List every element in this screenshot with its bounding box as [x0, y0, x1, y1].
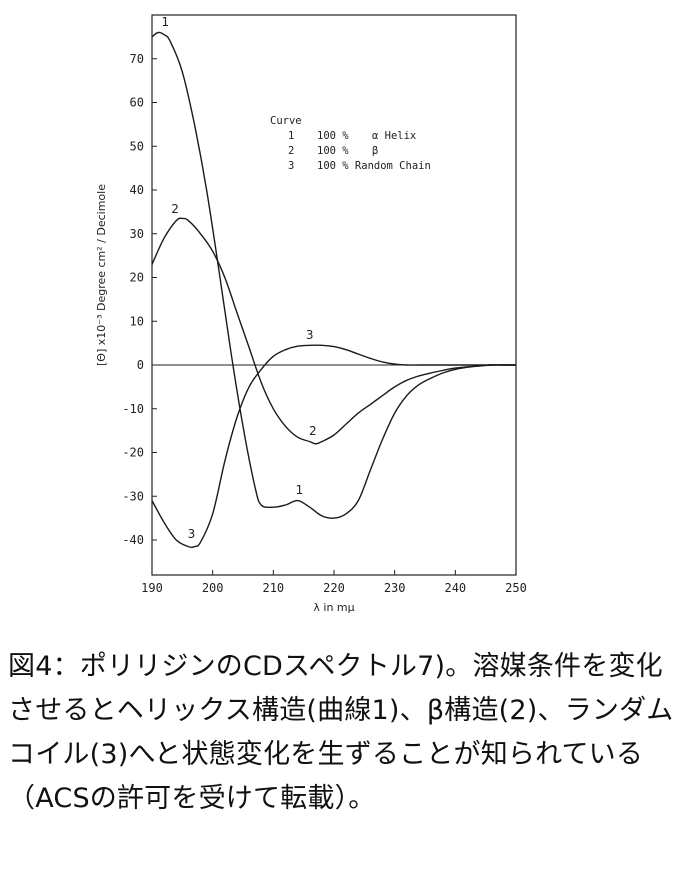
x-tick-label: 220 — [323, 581, 345, 595]
legend-entry-2-pct: 100 % — [317, 145, 349, 157]
legend: Curve 1 100 % α Helix 2 100 % β 3 100 % … — [270, 115, 431, 172]
figure-caption: 図4：ポリリジンのCDスペクトル7)。溶媒条件を変化させるとヘリックス構造(曲線… — [8, 651, 674, 814]
y-axis: 70 60 50 40 30 20 10 0 -10 -20 -30 -40 — [122, 52, 157, 547]
y-tick-label: -30 — [122, 489, 144, 503]
x-tick-label: 210 — [262, 581, 284, 595]
y-tick-label: 0 — [137, 358, 144, 372]
legend-entry-1-pct: 100 % — [317, 130, 349, 142]
x-axis-label: λ in mμ — [313, 601, 354, 614]
legend-entry-2-label: β — [372, 145, 378, 157]
legend-entry-2-num: 2 — [288, 145, 294, 157]
y-tick-label: -10 — [122, 402, 144, 416]
y-tick-label: 20 — [130, 271, 144, 285]
y-tick-label: -20 — [122, 446, 144, 460]
curve-label-2: 2 — [171, 202, 179, 216]
x-tick-label: 200 — [202, 581, 224, 595]
x-tick-label: 240 — [444, 581, 466, 595]
y-tick-label: 70 — [130, 52, 144, 66]
curve-labels: 1 2 3 1 2 3 — [162, 15, 317, 541]
curve-label-3: 3 — [188, 527, 196, 541]
y-tick-label: -40 — [122, 533, 144, 547]
y-tick-label: 50 — [130, 139, 144, 153]
legend-title: Curve — [270, 115, 302, 127]
curve-label-1: 1 — [296, 483, 304, 497]
curve-1-line — [151, 31, 516, 519]
curve-label-1: 1 — [162, 15, 170, 29]
cd-spectrum-chart: 190 200 210 220 230 240 250 70 60 50 40 30 20 10 0 -10… — [95, 14, 527, 614]
x-axis: 190 200 210 220 230 240 250 — [141, 570, 527, 595]
curve-label-3: 3 — [306, 328, 314, 342]
y-tick-label: 40 — [130, 183, 144, 197]
y-axis-label: [Θ] x10⁻³ Degree cm² / Decimole — [95, 184, 108, 366]
y-tick-label: 10 — [130, 314, 144, 328]
y-tick-label: 30 — [130, 227, 144, 241]
curve-3-line — [151, 344, 516, 548]
curve-2-line — [151, 217, 516, 445]
legend-entry-3-pct: 100 % Random Chain — [317, 160, 431, 172]
x-tick-label: 250 — [505, 581, 527, 595]
legend-entry-3-num: 3 — [288, 160, 294, 172]
y-tick-label: 60 — [130, 96, 144, 110]
legend-entry-1-num: 1 — [288, 130, 294, 142]
curves — [151, 31, 516, 548]
legend-entry-1-label: α Helix — [372, 130, 416, 142]
curve-label-2: 2 — [309, 424, 317, 438]
x-tick-label: 230 — [384, 581, 406, 595]
plot-frame — [151, 14, 517, 576]
x-tick-label: 190 — [141, 581, 163, 595]
